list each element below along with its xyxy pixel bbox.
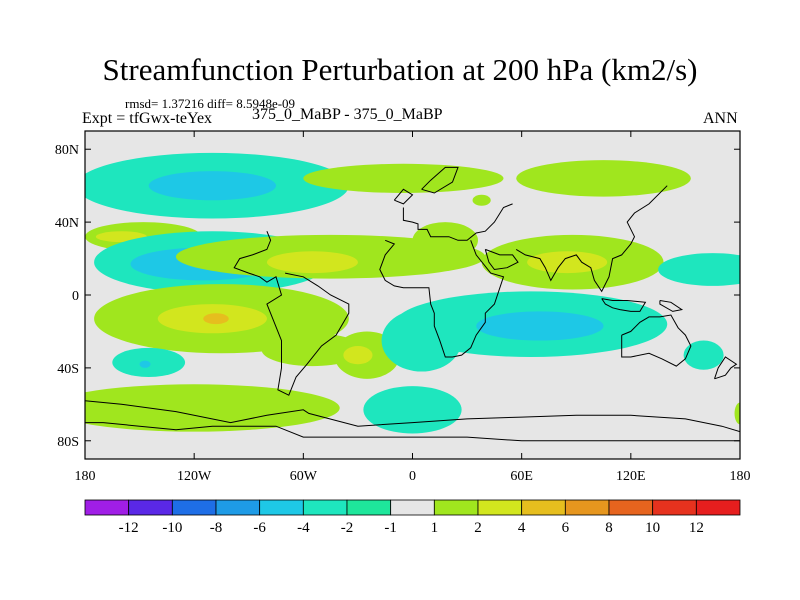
- contour-region: [343, 346, 373, 365]
- colorbar-label: 12: [689, 520, 704, 536]
- colorbar-label: 1: [431, 520, 439, 536]
- colorbar-label: 8: [605, 520, 613, 536]
- coastline: [714, 356, 738, 380]
- contour-region: [139, 360, 151, 368]
- contour-region: [734, 402, 740, 425]
- contour-region: [658, 253, 740, 286]
- center-subtitle: 375_0_MaBP - 375_0_MaBP: [252, 106, 443, 123]
- colorbar-label: -12: [119, 520, 139, 536]
- x-tick-label: 60E: [510, 469, 533, 484]
- coastline: [379, 239, 505, 358]
- contour-region: [203, 313, 229, 325]
- left-subtitle: Expt = tfGwx-teYex: [82, 110, 213, 127]
- y-tick-label: 40S: [57, 362, 79, 377]
- coastline: [85, 400, 740, 433]
- colorbar-swatch: [302, 499, 348, 516]
- colorbar-label: 6: [562, 520, 570, 536]
- coastline: [659, 300, 684, 312]
- x-tick-label: 180: [75, 469, 96, 484]
- colorbar-label: -1: [384, 520, 397, 536]
- colorbar-swatch: [128, 499, 173, 516]
- right-subtitle: ANN: [703, 110, 738, 127]
- colorbar-label: -10: [162, 520, 182, 536]
- colorbar-swatch: [346, 499, 392, 516]
- colorbar-swatch: [521, 499, 566, 516]
- x-tick-label: 0: [409, 469, 416, 484]
- y-tick-label: 0: [72, 289, 79, 304]
- coastline: [421, 166, 459, 194]
- coastline: [601, 298, 647, 312]
- colorbar-label: -8: [210, 520, 223, 536]
- colorbar-label: -2: [341, 520, 354, 536]
- chart-title: Streamfunction Perturbation at 200 hPa (…: [102, 52, 698, 87]
- contour-region: [148, 171, 277, 201]
- coastline: [393, 188, 414, 205]
- x-tick-label: 120W: [177, 469, 212, 484]
- colorbar-label: 10: [645, 520, 660, 536]
- colorbar-swatch: [215, 499, 261, 516]
- contour-region: [412, 222, 478, 259]
- contour-region: [527, 251, 608, 274]
- coastline: [85, 422, 740, 442]
- y-tick-label: 80N: [55, 143, 79, 158]
- colorbar-swatch: [564, 499, 610, 516]
- contour-region: [363, 386, 462, 434]
- colorbar-label: 4: [518, 520, 526, 536]
- y-tick-label: 80S: [57, 435, 79, 450]
- contour-region: [381, 309, 462, 372]
- colorbar-swatch: [390, 499, 435, 516]
- coastline: [515, 185, 668, 293]
- x-tick-label: 120E: [616, 469, 646, 484]
- y-tick-label: 40N: [55, 216, 79, 231]
- colorbar-label: -6: [253, 520, 266, 536]
- contour-region: [85, 384, 340, 432]
- x-tick-label: 180: [730, 469, 751, 484]
- contour-region: [266, 251, 358, 274]
- stats-text: rmsd= 1.37216 diff= 8.5948e-09: [125, 96, 296, 111]
- x-tick-label: 60W: [290, 469, 318, 484]
- colorbar-label: -4: [297, 520, 310, 536]
- contour-layer: [85, 152, 740, 434]
- colorbar-swatch: [171, 499, 217, 516]
- colorbar-swatch: [695, 499, 741, 516]
- colorbar-swatch: [259, 499, 304, 516]
- coastline: [621, 314, 692, 367]
- colorbar-swatch: [84, 499, 130, 516]
- contour-region: [683, 340, 724, 370]
- colorbar-swatch: [477, 499, 523, 516]
- coastline: [484, 248, 519, 271]
- coastline: [402, 203, 513, 241]
- coastline: [233, 231, 350, 396]
- colorbar-swatch: [652, 499, 697, 516]
- colorbar-swatch: [433, 499, 479, 516]
- colorbar-label: 2: [474, 520, 482, 536]
- contour-region: [303, 163, 504, 193]
- contour-region: [476, 311, 604, 341]
- colorbar-swatch: [608, 499, 654, 516]
- contour-region: [472, 194, 491, 206]
- coastline-layer: [85, 166, 740, 442]
- contour-region: [516, 160, 691, 197]
